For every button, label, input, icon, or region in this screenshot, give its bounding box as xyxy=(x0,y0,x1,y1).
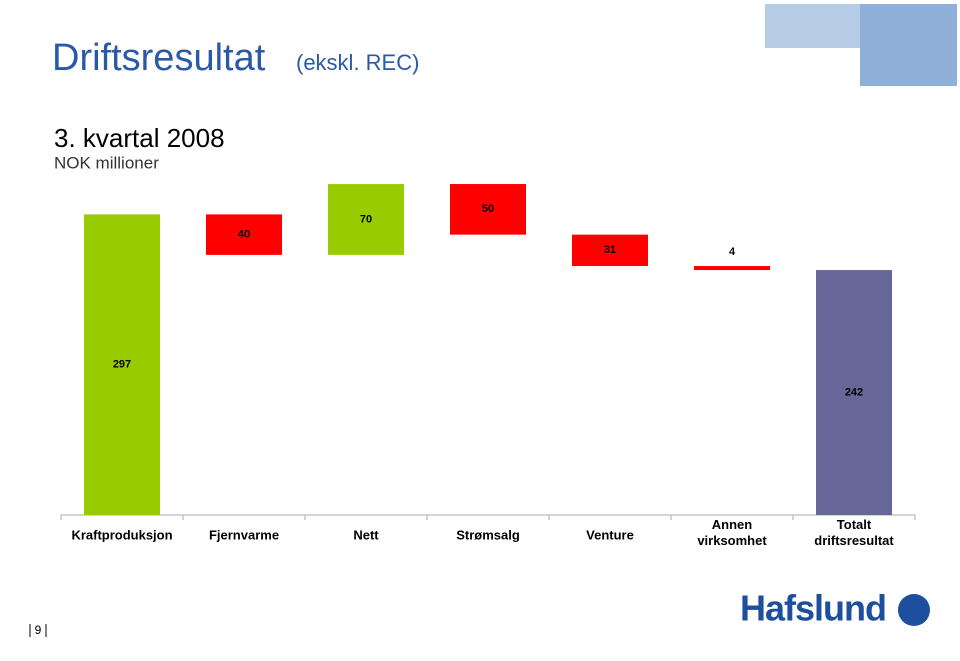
value-label: 40 xyxy=(238,229,250,241)
slide-title: Driftsresultat xyxy=(52,37,266,79)
bar xyxy=(206,214,282,255)
bar xyxy=(572,234,648,267)
x-tick-label: Venture xyxy=(586,527,634,542)
x-tick-label: Fjernvarme xyxy=(209,527,279,542)
x-tick-label: Strømsalg xyxy=(456,527,520,542)
logo-mark xyxy=(898,594,930,626)
page-number: 9 xyxy=(35,623,42,637)
bar xyxy=(694,266,770,271)
value-label: 70 xyxy=(360,213,372,225)
x-tick-label: Nett xyxy=(353,527,379,542)
value-label: 4 xyxy=(729,246,736,258)
logo: Hafslund xyxy=(740,588,886,629)
bar xyxy=(450,184,526,235)
x-tick-label: Annen virksomhet xyxy=(697,517,767,548)
bar xyxy=(816,270,892,515)
x-tick-label: Kraftproduksjon xyxy=(71,527,172,542)
value-label: 242 xyxy=(845,386,863,398)
header-image-edge xyxy=(860,4,957,86)
value-label: 50 xyxy=(482,203,494,215)
bar xyxy=(84,214,160,515)
value-label: 297 xyxy=(113,359,131,371)
chart-subtitle: NOK millioner xyxy=(54,153,159,172)
value-label: 31 xyxy=(604,244,616,256)
slide-title-note: (ekskl. REC) xyxy=(296,50,419,75)
x-tick-label: Totalt driftsresultat xyxy=(814,517,894,548)
bar xyxy=(328,184,404,255)
chart-title: 3. kvartal 2008 xyxy=(54,123,225,153)
